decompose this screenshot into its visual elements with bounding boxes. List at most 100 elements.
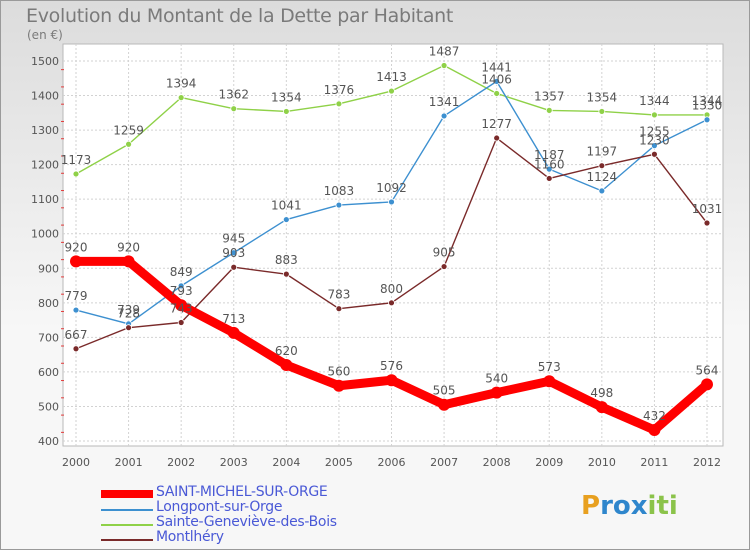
data-point-1 — [177, 282, 185, 290]
data-label-3: 883 — [275, 253, 298, 267]
data-label-3: 800 — [380, 282, 403, 296]
data-point-3 — [545, 175, 553, 182]
data-label-1: 1041 — [271, 199, 302, 213]
y-tick-label: 700 — [38, 331, 59, 344]
data-label-3: 743 — [170, 302, 193, 316]
data-point-1 — [598, 187, 606, 195]
data-point-0 — [175, 299, 188, 312]
logo-letter: o — [612, 491, 631, 521]
data-label-2: 1173 — [61, 153, 92, 167]
data-label-3: 1160 — [534, 157, 565, 171]
data-point-0 — [543, 375, 556, 388]
data-point-1 — [651, 142, 658, 150]
data-point-0 — [701, 378, 713, 391]
data-label-1: 1330 — [692, 99, 723, 113]
data-label-0: 505 — [433, 384, 456, 398]
legend-swatch-montlhery — [101, 539, 153, 541]
data-point-2 — [282, 108, 290, 115]
data-label-2: 1487 — [429, 44, 460, 58]
y-tick-label: 600 — [38, 366, 59, 379]
data-label-2: 1413 — [376, 70, 407, 84]
data-label-3: 1230 — [639, 133, 670, 147]
legend-label-sainte-genevieve: Sainte-Geneviève-des-Bois — [156, 514, 337, 530]
data-point-3 — [125, 324, 132, 332]
data-point-0 — [122, 255, 135, 268]
chart-title: Evolution du Montant de la Dette par Hab… — [26, 5, 454, 27]
data-label-2: 1362 — [218, 88, 249, 102]
data-label-3: 728 — [117, 307, 140, 321]
logo-letter: P — [581, 491, 601, 521]
data-point-3 — [388, 299, 395, 307]
y-tick-label: 1000 — [31, 228, 59, 241]
data-label-3: 1277 — [481, 117, 512, 131]
data-point-3 — [703, 219, 711, 227]
data-label-0: 498 — [590, 386, 613, 400]
logo-letter: r — [600, 491, 613, 521]
data-label-1: 1092 — [376, 181, 407, 195]
x-tick-label: 2011 — [640, 456, 668, 469]
data-label-3: 783 — [327, 288, 350, 302]
y-tick-label: 1200 — [31, 159, 59, 172]
data-point-0 — [438, 398, 451, 411]
data-point-2 — [177, 94, 185, 102]
data-point-2 — [230, 105, 238, 113]
legend-swatch-sainte-genevieve — [101, 524, 153, 526]
data-label-1: 945 — [222, 232, 245, 246]
data-label-2: 1354 — [271, 90, 302, 104]
data-label-1: 1187 — [534, 148, 565, 162]
data-label-3: 905 — [433, 246, 456, 260]
data-label-1: 1083 — [324, 184, 355, 198]
legend-swatch-longpont — [101, 509, 153, 511]
data-point-0 — [648, 423, 661, 436]
logo-letter: t — [656, 491, 669, 521]
data-point-2 — [125, 140, 132, 148]
legend-label-montlhery: Montlhéry — [156, 529, 224, 545]
data-point-2 — [598, 108, 606, 115]
data-label-0: 432 — [643, 409, 666, 423]
data-label-1: 1441 — [481, 60, 512, 74]
x-tick-label: 2008 — [483, 456, 511, 469]
data-label-0: 920 — [117, 240, 140, 254]
data-label-2: 1344 — [692, 94, 723, 108]
data-point-2 — [335, 100, 343, 108]
legend-label-longpont: Longpont-sur-Orge — [156, 499, 283, 515]
data-point-2 — [440, 62, 448, 69]
data-point-1 — [388, 198, 395, 206]
data-point-3 — [177, 319, 185, 326]
x-tick-label: 2002 — [167, 456, 195, 469]
data-point-1 — [545, 165, 553, 173]
data-point-3 — [230, 263, 238, 271]
data-point-0 — [385, 374, 398, 387]
logo-letter: x — [630, 491, 648, 521]
data-point-0 — [595, 401, 608, 414]
data-label-2: 1354 — [587, 90, 618, 104]
data-point-1 — [282, 216, 290, 223]
data-point-3 — [598, 162, 606, 170]
data-label-2: 1376 — [324, 83, 355, 97]
data-label-0: 713 — [222, 312, 245, 326]
data-label-3: 1197 — [587, 145, 618, 159]
x-tick-label: 2007 — [430, 456, 458, 469]
data-label-0: 540 — [485, 372, 508, 386]
logo-letter: i — [647, 491, 657, 521]
data-point-2 — [651, 111, 658, 119]
data-label-0: 793 — [170, 284, 193, 298]
data-label-3: 903 — [222, 246, 245, 260]
data-point-1 — [72, 306, 80, 314]
data-point-2 — [545, 107, 553, 114]
data-label-2: 1394 — [166, 77, 197, 91]
data-label-0: 920 — [65, 240, 88, 254]
y-tick-label: 1500 — [31, 55, 59, 68]
unit-label: (en €) — [27, 28, 63, 42]
data-label-0: 620 — [275, 344, 298, 358]
data-point-2 — [493, 90, 501, 97]
data-label-1: 1255 — [639, 125, 670, 139]
data-label-1: 1124 — [587, 170, 618, 184]
data-point-0 — [227, 326, 240, 339]
x-tick-label: 2012 — [693, 456, 721, 469]
data-point-3 — [651, 150, 658, 158]
legend-swatch-saint-michel — [101, 490, 153, 498]
data-point-0 — [280, 359, 293, 371]
logo-letter: i — [668, 491, 678, 521]
